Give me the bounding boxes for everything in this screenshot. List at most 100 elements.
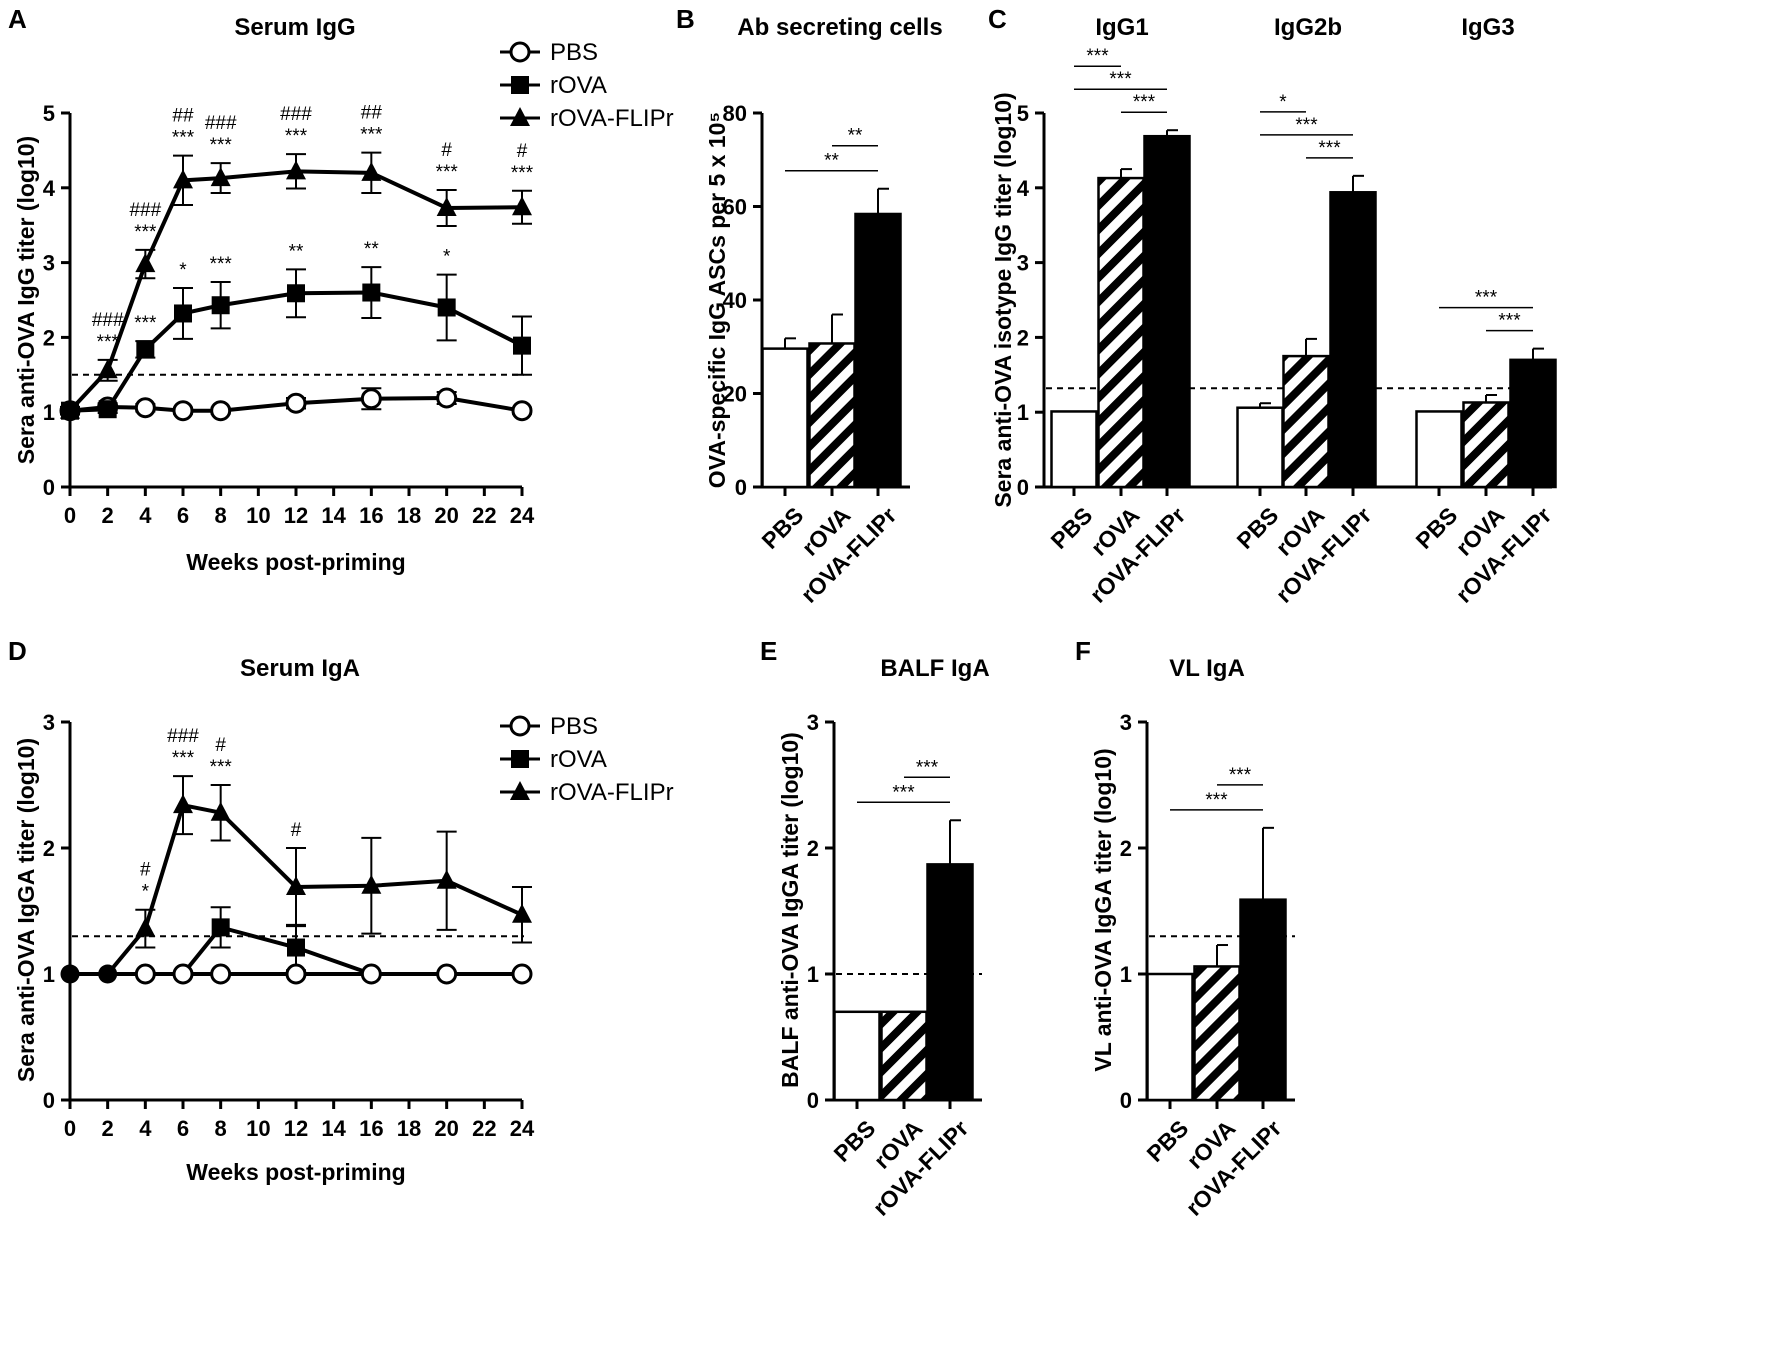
significance-mark: *** <box>360 125 383 146</box>
panel-title: Serum IgG <box>234 14 355 41</box>
bracket-label: ** <box>848 126 863 147</box>
significance-mark: ## <box>361 103 383 124</box>
markers-rOVA-FLIPr <box>60 160 532 419</box>
marker-open-circle <box>172 400 194 422</box>
bracket-label: *** <box>1318 138 1341 159</box>
legend-label: rOVA-FLIPr <box>550 105 674 132</box>
panel-E: E BALF IgA BALF anti-OVA IgGA titer (log10… <box>760 636 990 1221</box>
x-tick-label: 16 <box>359 503 383 528</box>
y-tick-label: 3 <box>43 251 55 276</box>
legend-label: rOVA <box>550 72 607 99</box>
x-tick-label: 14 <box>321 1116 346 1141</box>
annotations: ***###***###******##****###******###****… <box>92 103 534 353</box>
y-tick-label: 0 <box>1017 475 1029 500</box>
panel-title: VL IgA <box>1169 655 1245 682</box>
bar <box>1329 191 1377 489</box>
y-tick-label: 5 <box>43 101 55 126</box>
legend: PBS rOVA rOVA-FLIPr <box>500 713 674 806</box>
x-tick-label: 18 <box>397 1116 421 1141</box>
panel-B: B Ab secreting cells OVA-specific IgG ASCs… <box>676 4 943 608</box>
significance-mark: # <box>441 140 452 161</box>
marker-open-circle <box>511 963 533 985</box>
y-tick-label: 60 <box>723 195 747 220</box>
bracket-label: *** <box>1133 92 1156 113</box>
marker-open-circle <box>285 963 307 985</box>
y-tick-label: 1 <box>1017 400 1029 425</box>
marker-open-circle <box>285 392 307 414</box>
significance-mark: *** <box>172 128 195 149</box>
marker-open-circle <box>172 963 194 985</box>
x-tick-label: 4 <box>139 1116 152 1141</box>
x-tick-label: 10 <box>246 1116 270 1141</box>
marker-filled-square <box>136 340 155 359</box>
marker-filled-triangle <box>210 167 231 187</box>
marker-open-circle <box>436 963 458 985</box>
marker-open-circle <box>509 715 531 737</box>
marker-filled-triangle <box>97 359 118 379</box>
bar-PBS <box>833 1010 881 1102</box>
y-tick-label: 2 <box>43 836 55 861</box>
significance-mark: ## <box>172 106 194 127</box>
bracket-label: *** <box>892 782 915 803</box>
y-tick-label: 1 <box>1120 962 1132 987</box>
marker-filled-triangle <box>512 903 532 923</box>
bracket-label: *** <box>1498 311 1521 332</box>
significance-mark: * <box>142 882 150 903</box>
bracket-label: *** <box>1229 765 1252 786</box>
significance-mark: ** <box>364 239 379 260</box>
y-tick-label: 40 <box>723 288 747 313</box>
group-title: IgG3 <box>1461 14 1514 41</box>
y-tick-label: 5 <box>1017 101 1029 126</box>
significance-mark: ### <box>205 113 237 134</box>
x-tick-label: 18 <box>397 503 421 528</box>
marker-filled-circle <box>98 964 118 984</box>
marker-filled-square <box>211 918 230 937</box>
panel-label: A <box>8 4 27 34</box>
marker-filled-square <box>362 283 381 302</box>
x-tick-label: 22 <box>472 1116 496 1141</box>
bar <box>1146 972 1194 1102</box>
y-axis-title: Sera anti-OVA isotype IgG titer (log10) <box>990 92 1016 507</box>
significance-mark: # <box>140 860 151 881</box>
bar <box>926 863 974 1102</box>
x-tick-label: 12 <box>284 503 308 528</box>
bracket-label: *** <box>1475 288 1498 309</box>
brackets: ****** <box>1170 765 1263 811</box>
bracket-label: ** <box>824 151 839 172</box>
marker-filled-triangle <box>173 794 193 814</box>
bar <box>1239 898 1287 1102</box>
bar-PBS <box>1415 410 1463 489</box>
significance-mark: ### <box>129 200 161 221</box>
bar <box>808 342 856 489</box>
x-tick-label: 14 <box>321 503 346 528</box>
y-tick-label: 0 <box>43 475 55 500</box>
bar-rOVA-FLIPr <box>1143 129 1191 489</box>
x-tick-label: 12 <box>284 1116 308 1141</box>
panel-F: F VL IgA VL anti-OVA IgGA titer (log10)0 1 2… <box>1075 636 1295 1221</box>
bracket-label: *** <box>1086 46 1109 67</box>
marker-filled-square <box>513 336 531 355</box>
marker-filled-circle <box>60 964 80 984</box>
x-axis-title: Weeks post-priming <box>186 549 405 575</box>
bar-rOVA-FLIPr <box>1329 174 1377 489</box>
marker-filled-square <box>437 298 456 317</box>
x-tick-label: 8 <box>215 1116 227 1141</box>
bar <box>1193 965 1241 1102</box>
y-tick-label: 0 <box>1120 1088 1132 1113</box>
significance-mark: *** <box>285 126 308 147</box>
y-tick-label: 2 <box>43 325 55 350</box>
marker-filled-square <box>511 76 529 94</box>
y-tick-label: 4 <box>1017 176 1030 201</box>
significance-mark: *** <box>210 254 233 275</box>
x-tick-label: 6 <box>177 1116 189 1141</box>
y-tick-label: 0 <box>807 1088 819 1113</box>
y-axis-title: Sera anti-OVA IgG titer (log10) <box>13 136 39 464</box>
x-tick-label: 24 <box>510 1116 535 1141</box>
brackets: ** ** <box>785 126 878 172</box>
bar <box>1143 134 1191 489</box>
significance-mark: *** <box>134 222 157 243</box>
brackets: ****** <box>857 757 950 803</box>
bracket-label: *** <box>1109 69 1132 90</box>
bar-rOVA-FLIPr <box>926 819 974 1102</box>
y-tick-label: 3 <box>1120 710 1132 735</box>
